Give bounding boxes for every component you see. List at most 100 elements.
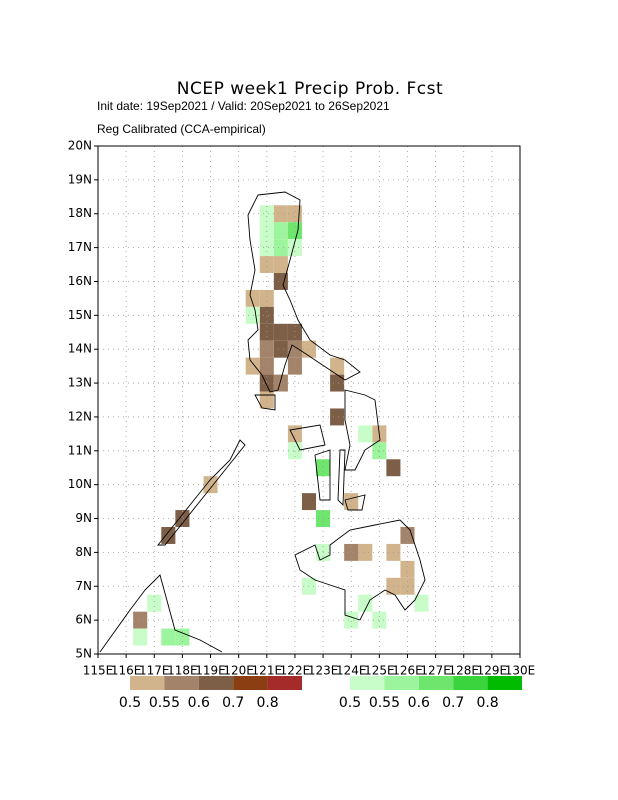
y-tick-label: 10N: [68, 477, 92, 491]
prob-cell: [273, 323, 288, 341]
prob-cell: [203, 476, 218, 494]
x-tick-label: 125E: [364, 664, 395, 678]
coast-bohol: [344, 494, 366, 511]
x-tick-label: 116E: [111, 664, 142, 678]
legend-swatch: [350, 676, 385, 690]
cell-layer: [133, 205, 429, 646]
prob-cell: [414, 594, 429, 612]
prob-cell: [400, 560, 415, 578]
prob-cell: [133, 611, 148, 629]
prob-cell: [301, 493, 317, 511]
prob-cell: [245, 357, 260, 375]
legend-swatch: [164, 676, 199, 690]
prob-cell: [400, 527, 415, 544]
prob-cell: [372, 442, 387, 460]
coast-mindanao: [294, 519, 426, 621]
prob-cell: [273, 374, 288, 392]
coast-mindoro: [254, 394, 276, 411]
prob-cell: [287, 323, 302, 341]
prob-cell: [259, 239, 274, 257]
prob-cell: [358, 425, 373, 443]
prob-cell: [287, 340, 302, 358]
legend-swatch: [233, 676, 268, 690]
prob-cell: [259, 374, 274, 392]
y-tick-label: 13N: [68, 376, 92, 390]
x-tick-label: 120E: [223, 664, 254, 678]
prob-cell: [330, 408, 345, 426]
y-tick-label: 6N: [75, 613, 92, 627]
y-tick-label: 14N: [68, 342, 92, 356]
prob-cell: [147, 594, 162, 612]
prob-cell: [245, 306, 260, 324]
x-tick-label: 121E: [252, 664, 283, 678]
prob-cell: [259, 256, 274, 273]
y-tick-label: 16N: [68, 274, 92, 288]
grid-layer: [97, 145, 521, 655]
coast-negros: [314, 449, 331, 501]
legend-swatch: [267, 676, 302, 690]
prob-cell: [259, 340, 274, 358]
y-tick-label: 8N: [75, 545, 92, 559]
prob-cell: [175, 510, 190, 527]
y-tick-label: 20N: [68, 139, 92, 153]
prob-cell: [161, 527, 176, 544]
tick-layer: 115E116E117E118E119E120E121E122E123E124E…: [68, 139, 536, 678]
prob-cell: [259, 222, 274, 240]
subtitle: Init date: 19Sep2021 / Valid: 20Sep2021 …: [97, 99, 390, 113]
legend-label: 0.5: [119, 695, 141, 711]
legend-label: 0.7: [222, 695, 244, 711]
prob-cell: [133, 628, 148, 646]
prob-cell: [259, 205, 274, 223]
legend-label: 0.7: [442, 695, 464, 711]
x-tick-label: 127E: [420, 664, 451, 678]
x-tick-label: 126E: [392, 664, 423, 678]
prob-cell: [161, 628, 176, 646]
map-frame: [97, 145, 521, 655]
prob-cell: [259, 306, 274, 324]
prob-cell: [358, 594, 373, 612]
prob-cell: [245, 289, 260, 307]
y-tick-label: 17N: [68, 240, 92, 254]
legend-swatch: [384, 676, 419, 690]
legend-swatch: [418, 676, 454, 690]
x-tick-label: 130E: [505, 664, 536, 678]
x-tick-label: 115E: [83, 664, 114, 678]
x-tick-label: 119E: [195, 664, 226, 678]
coast-samar-leyte: [344, 389, 381, 471]
coast-borneo: [99, 574, 223, 653]
prob-cell: [259, 289, 274, 307]
legend-swatch: [453, 676, 488, 690]
coast-palawan: [157, 439, 246, 546]
x-tick-label: 124E: [336, 664, 367, 678]
x-tick-label: 129E: [477, 664, 508, 678]
y-tick-label: 19N: [68, 172, 92, 186]
y-tick-label: 11N: [68, 443, 92, 457]
y-tick-label: 5N: [75, 647, 92, 661]
legend-label: 0.5: [339, 695, 361, 711]
prob-cell: [273, 273, 288, 290]
prob-cell: [386, 459, 401, 477]
prob-cell: [358, 543, 373, 561]
y-tick-label: 7N: [75, 579, 92, 593]
x-tick-label: 118E: [167, 664, 198, 678]
legend-swatch: [198, 676, 234, 690]
coast-panay: [289, 424, 326, 451]
prob-cell: [273, 222, 288, 240]
prob-cell: [372, 611, 387, 629]
prob-cell: [273, 340, 288, 358]
legend-label: 0.55: [149, 695, 180, 711]
x-tick-label: 123E: [308, 664, 339, 678]
subtitle: Reg Calibrated (CCA-empirical): [97, 122, 266, 136]
prob-cell: [175, 628, 190, 646]
coast-luzon: [247, 191, 361, 393]
x-tick-label: 117E: [139, 664, 170, 678]
prob-cell: [273, 205, 288, 223]
legend-label: 0.8: [256, 695, 278, 711]
legend-label: 0.55: [369, 695, 400, 711]
prob-cell: [259, 323, 274, 341]
prob-cell: [330, 374, 345, 392]
y-tick-label: 9N: [75, 511, 92, 525]
x-tick-label: 122E: [280, 664, 311, 678]
